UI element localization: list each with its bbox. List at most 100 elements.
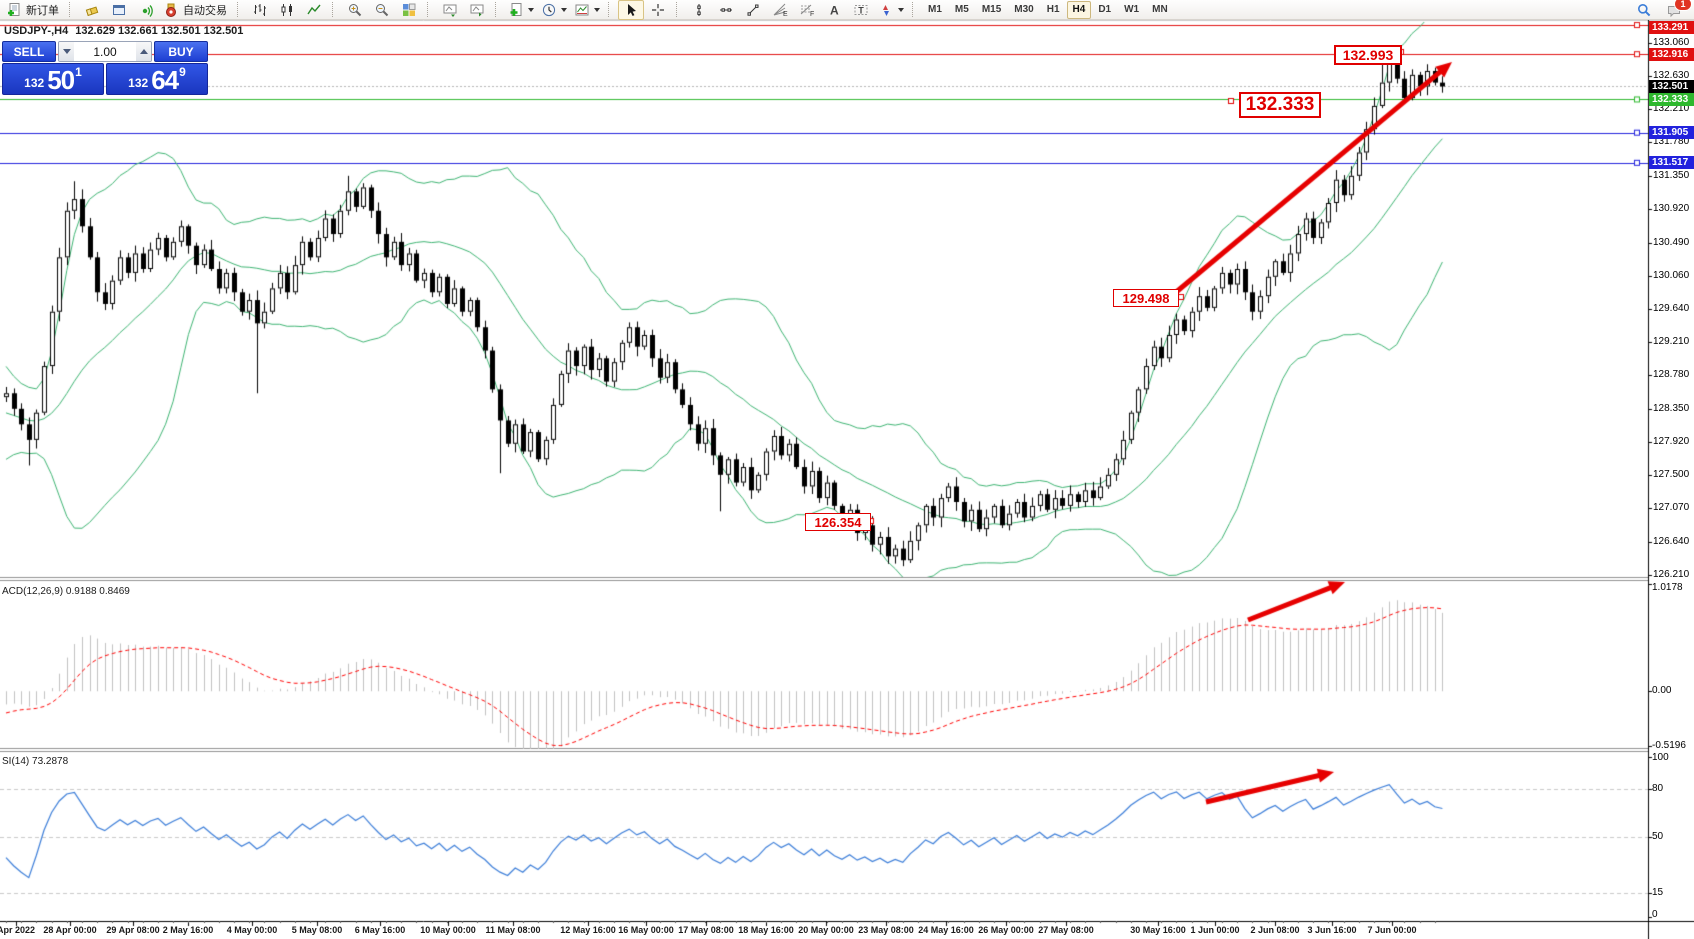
symbol-period-label: USDJPY-,H4 [4,25,69,37]
volume-input[interactable] [74,42,136,61]
sell-button[interactable]: SELL [2,41,56,62]
price-scale-tick: 126.210 [1653,569,1690,580]
timeframe-M1[interactable]: M1 [928,3,942,15]
search-button[interactable] [1631,0,1657,20]
time-axis-label: 2 Jun 08:00 [1250,925,1300,935]
eraser-button[interactable] [79,0,105,20]
timeframe-D1[interactable]: D1 [1098,3,1112,15]
new-order-icon [6,2,22,18]
bar-chart-icon [252,2,268,18]
bar-chart-button[interactable] [247,0,273,20]
price-scale-tick: 127.920 [1653,436,1690,448]
volume-up-button[interactable] [136,42,151,61]
time-axis-label: 4 May 00:00 [226,925,278,935]
toolbar-separator [912,2,917,17]
line-chart-button[interactable] [301,0,327,20]
text-label-button[interactable]: T [848,0,874,20]
vertical-line-button[interactable] [686,0,712,20]
time-axis-label: 7 Jun 00:00 [1367,925,1417,935]
signals-button[interactable] [133,0,159,20]
timeframe-H4[interactable]: H4 [1066,0,1092,19]
dropdown-caret-icon [594,7,600,12]
chart-shift-button[interactable] [464,0,490,20]
volume-down-button[interactable] [59,42,74,61]
timeframe-M5[interactable]: M5 [954,3,969,15]
chart-canvas[interactable] [0,20,1694,939]
ask-figure: 132 [128,76,149,90]
signals-icon [138,2,154,18]
toolbar-separator [676,2,681,17]
tile-windows-button[interactable] [396,0,422,20]
fibonacci-retracement-button[interactable]: F [794,0,820,20]
buy-button[interactable]: BUY [154,41,208,62]
horizontal-line-button[interactable] [713,0,739,20]
time-axis-label: 18 May 16:00 [738,925,794,935]
crosshair-button[interactable] [645,0,671,20]
new-order-button[interactable]: 新订单 [3,0,64,20]
price-annotation[interactable]: 129.498 [1113,289,1179,307]
zoom-out-button[interactable] [369,0,395,20]
time-axis-label: 12 May 16:00 [560,925,616,935]
time-axis-label: 23 May 08:00 [858,925,914,935]
time-axis-label: 1 Jun 00:00 [1190,925,1240,935]
time-axis-label: 26 May 00:00 [978,925,1034,935]
hline-icon [718,2,734,18]
timeframe-H1[interactable]: H1 [1046,3,1060,15]
price-scale-tick: 129.210 [1653,336,1690,347]
timeframe-W1[interactable]: W1 [1124,3,1140,15]
ohlc-values: 132.629 132.661 132.501 132.501 [75,25,244,37]
one-click-trading-panel: SELL BUY 132 50 1 132 64 9 [2,41,208,95]
notifications-button[interactable]: 1 [1661,0,1692,20]
text-icon: A [826,2,842,18]
rsi-scale-label: 50 [1652,831,1664,842]
fibonacci-expansion-button[interactable]: E [767,0,793,20]
auto-scroll-button[interactable] [437,0,463,20]
time-axis-label: 3 Jun 16:00 [1307,925,1357,935]
indicators-icon [508,2,524,18]
toolbar: 新订单 自动交易 E F A T M1 M5 M15 M30 H1 H4 D1 W1 MN 1 [0,0,1694,20]
time-axis-label: 11 May 08:00 [485,925,541,935]
time-axis-label: 6 May 16:00 [354,925,406,935]
periods-icon [541,2,557,18]
cursor-button[interactable] [618,0,644,20]
text-button[interactable]: A [821,0,847,20]
price-line-badge: 133.291 [1649,21,1694,34]
periods-button[interactable] [538,0,570,20]
volume-stepper [58,41,152,62]
price-annotation[interactable]: 132.333 [1239,92,1321,118]
zoom-in-button[interactable] [342,0,368,20]
macd-label: ACD(12,26,9) 0.9188 0.8469 [2,586,130,597]
svg-text:T: T [858,5,864,15]
rsi-label: SI(14) 73.2878 [2,756,69,767]
auto-trading-button[interactable]: 自动交易 [160,0,232,20]
price-annotation[interactable]: 132.993 [1334,45,1402,65]
timeframe-MN[interactable]: MN [1152,3,1168,15]
indicators-button[interactable] [505,0,537,20]
toolbar-separator [608,2,613,17]
time-axis-label: 29 Apr 08:00 [106,925,160,935]
dropdown-caret-icon [561,7,567,12]
chart-shift-icon [469,2,485,18]
price-scale-tick: 130.060 [1653,269,1690,281]
price-annotation[interactable]: 126.354 [805,513,871,531]
candlestick-chart-button[interactable] [274,0,300,20]
price-scale-tick: 130.490 [1653,236,1690,248]
time-axis-label: 24 May 16:00 [918,925,974,935]
shapes-button[interactable] [875,0,907,20]
crosshair-icon [650,2,666,18]
price-line-badge: 132.333 [1649,92,1694,106]
trendline-icon [745,2,761,18]
timeframe-M15[interactable]: M15 [981,3,1002,15]
ask-price: 132 64 9 [106,63,208,95]
templates-button[interactable] [571,0,603,20]
zoom-in-icon [347,2,363,18]
chart-window-button[interactable] [106,0,132,20]
dropdown-caret-icon [898,7,904,12]
timeframe-M30[interactable]: M30 [1014,3,1034,15]
price-scale-tick: 130.920 [1653,203,1690,215]
eraser-icon [84,2,100,18]
time-axis-label: 30 May 16:00 [1130,925,1186,935]
bid-pips: 50 [47,65,75,95]
chart-title: USDJPY-,H4 132.629 132.661 132.501 132.50… [4,25,243,37]
trendline-button[interactable] [740,0,766,20]
